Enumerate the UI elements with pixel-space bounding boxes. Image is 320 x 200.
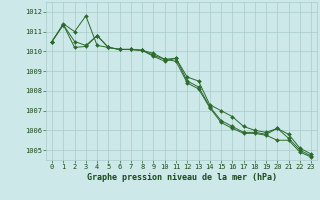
X-axis label: Graphe pression niveau de la mer (hPa): Graphe pression niveau de la mer (hPa)	[87, 173, 276, 182]
